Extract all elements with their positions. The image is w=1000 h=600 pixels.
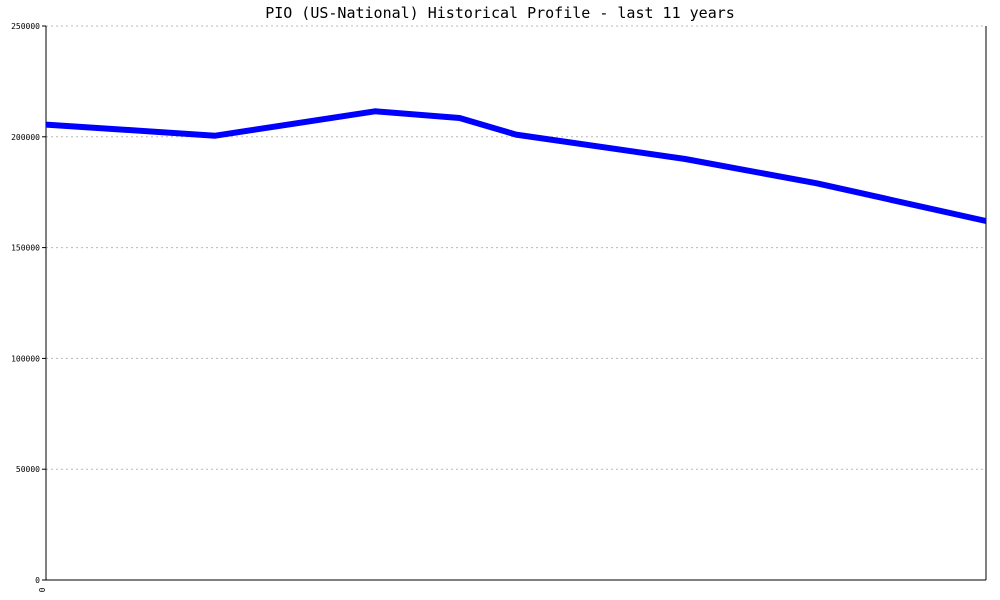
y-tick-label: 0 (35, 576, 40, 585)
y-tick-label: 100000 (11, 354, 40, 363)
y-tick-label: 200000 (11, 133, 40, 142)
y-tick-label: 50000 (16, 465, 40, 474)
grid-lines (46, 25, 986, 470)
series-lines (45, 108, 987, 224)
tick-labels: 0 50000 100000 150000 200000 250000 0 (11, 22, 47, 592)
chart-title: PIO (US-National) Historical Profile - l… (265, 4, 735, 22)
y-tick-label: 250000 (11, 22, 40, 31)
x-tick-label: 0 (38, 587, 47, 592)
axes (42, 25, 987, 581)
y-tick-label: 150000 (11, 244, 40, 253)
series-line (45, 108, 987, 224)
